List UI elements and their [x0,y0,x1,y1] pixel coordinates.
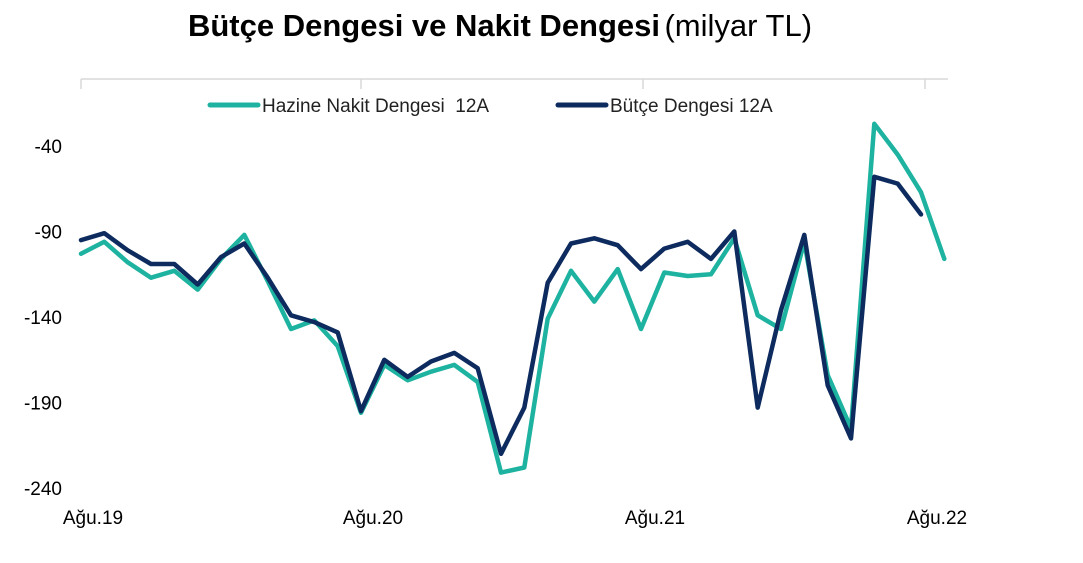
legend: Hazine Nakit Dengesi 12A Bütçe Dengesi 12… [207,96,773,117]
x-tick-label: Ağu.20 [343,508,403,529]
y-tick-label: -140 [24,308,62,329]
y-tick-label: -90 [35,223,62,244]
y-tick-label: -240 [24,479,62,500]
y-tick-label: -40 [35,137,62,158]
series-layer [78,121,947,475]
chart-title-unit: (milyar TL) [664,8,813,43]
y-tick-label: -190 [24,394,62,415]
x-tick-label: Ağu.22 [907,508,967,529]
x-tick-label: Ağu.19 [63,508,123,529]
legend-label: Hazine Nakit Dengesi 12A [262,96,489,117]
chart-title-main: Bütçe Dengesi ve Nakit Dengesi [187,8,661,43]
chart-title: Bütçe Dengesi ve Nakit Dengesi (milyar T… [0,8,1000,44]
legend-label: Bütçe Dengesi 12A [610,96,773,117]
x-tick-label: Ağu.21 [625,508,685,529]
series-line-1 [78,174,924,457]
